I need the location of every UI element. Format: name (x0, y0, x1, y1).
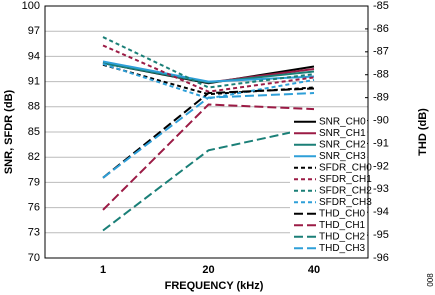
series-line (102, 44, 315, 93)
legend-label: SFDR_CH1 (319, 174, 372, 185)
legend-label: SFDR_CH3 (319, 197, 372, 208)
series-line (102, 60, 315, 83)
x-axis-title: FREQUENCY (kHz) (165, 280, 264, 292)
series-line (102, 92, 315, 179)
y-tick-label: 73 (28, 227, 40, 239)
y2-tick-label: -86 (373, 23, 389, 35)
y2-tick-label: -96 (373, 252, 389, 264)
y-tick-label: 76 (28, 202, 40, 214)
series-line (102, 63, 315, 100)
legend-label: THD_CH2 (319, 231, 366, 242)
legend-label: THD_CH1 (319, 220, 366, 231)
x-tick-label: 1 (100, 264, 106, 276)
series-line (102, 61, 315, 84)
y2-tick-label: -92 (373, 160, 389, 172)
side-note: 008 (426, 273, 435, 287)
series-line (102, 103, 315, 211)
legend-box (290, 112, 367, 256)
legend-label: SNR_CH2 (319, 139, 366, 150)
y-tick-label: 85 (28, 126, 40, 138)
y-tick-label: 94 (28, 50, 40, 62)
y-tick-label: 88 (28, 101, 40, 113)
legend-label: SNR_CH1 (319, 128, 366, 139)
y-axis-title: SNR, SFDR (dB) (3, 90, 15, 175)
y2-tick-label: -89 (373, 92, 389, 104)
y2-tick-label: -88 (373, 69, 389, 81)
y-tick-label: 100 (22, 0, 40, 12)
x-tick-label: 40 (308, 264, 320, 276)
y2-tick-label: -95 (373, 229, 389, 241)
y2-tick-label: -90 (373, 114, 389, 126)
series-line (102, 36, 315, 89)
legend-label: THD_CH0 (319, 208, 366, 219)
x-tick-label: 20 (202, 264, 214, 276)
y2-axis-title: THD (dB) (417, 108, 429, 156)
series-line (102, 87, 315, 179)
plot-frame (44, 5, 369, 259)
legend-label: SNR_CH3 (319, 151, 366, 162)
y-tick-label: 91 (28, 76, 40, 88)
y-tick-label: 79 (28, 176, 40, 188)
series-line (102, 126, 315, 232)
y-tick-label: 70 (28, 252, 40, 264)
y2-tick-label: -87 (373, 46, 389, 58)
legend-label: THD_CH3 (319, 243, 366, 254)
legend-label: SFDR_CH0 (319, 162, 372, 173)
y-tick-label: 82 (28, 151, 40, 163)
legend-label: SFDR_CH2 (319, 185, 372, 196)
y2-tick-label: -91 (373, 137, 389, 149)
y-tick-label: 97 (28, 25, 40, 37)
legend-label: SNR_CH0 (319, 116, 366, 127)
y2-tick-label: -94 (373, 206, 389, 218)
y2-tick-label: -93 (373, 183, 389, 195)
y2-tick-label: -85 (373, 0, 389, 12)
